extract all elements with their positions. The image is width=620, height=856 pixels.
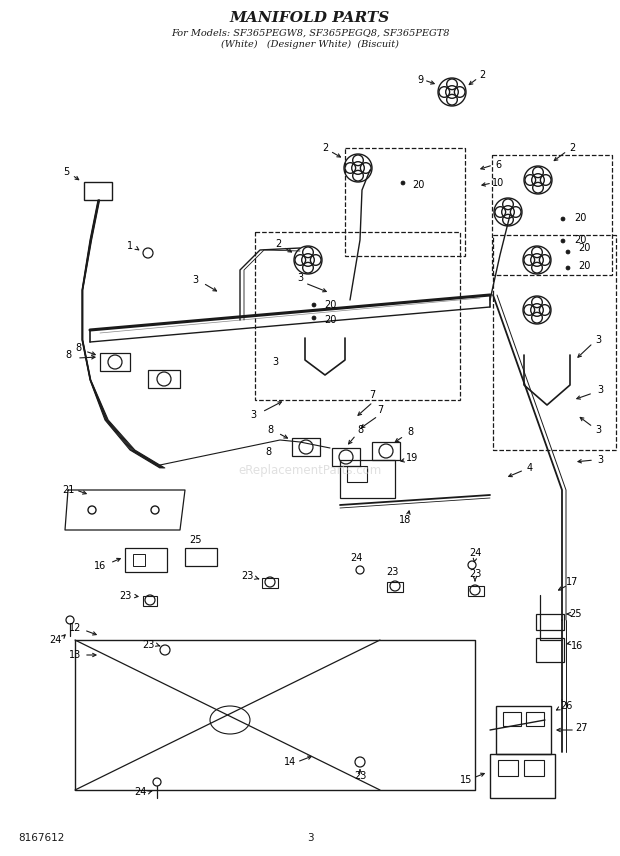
Text: 25: 25: [188, 535, 202, 545]
Text: 24: 24: [49, 635, 61, 645]
Text: 20: 20: [578, 243, 590, 253]
Text: MANIFOLD PARTS: MANIFOLD PARTS: [230, 11, 390, 25]
Bar: [125, 548, 167, 572]
Circle shape: [561, 217, 565, 221]
Text: 24: 24: [134, 787, 146, 797]
Bar: [340, 460, 395, 498]
Text: 14: 14: [284, 757, 296, 767]
Bar: [185, 548, 217, 566]
Circle shape: [401, 181, 405, 185]
Text: 8: 8: [65, 350, 71, 360]
Text: 3: 3: [307, 833, 313, 843]
Bar: [372, 442, 400, 460]
Bar: [492, 155, 612, 275]
Text: 15: 15: [460, 775, 472, 785]
Text: 20: 20: [324, 315, 336, 325]
Text: 7: 7: [369, 390, 375, 400]
Bar: [292, 438, 320, 456]
Text: 20: 20: [574, 235, 586, 245]
Bar: [536, 638, 564, 662]
Text: 9: 9: [417, 75, 423, 85]
Text: 24: 24: [469, 548, 481, 558]
Text: 27: 27: [575, 723, 587, 733]
Bar: [387, 582, 403, 592]
Text: 16: 16: [94, 561, 106, 571]
Text: 3: 3: [597, 455, 603, 465]
Circle shape: [312, 316, 316, 320]
Text: 20: 20: [574, 213, 586, 223]
Circle shape: [566, 266, 570, 270]
Text: 18: 18: [399, 515, 411, 525]
Text: 19: 19: [406, 453, 418, 463]
Text: 20: 20: [412, 180, 424, 190]
Text: 8: 8: [267, 425, 273, 435]
Bar: [498, 760, 518, 776]
Text: 8: 8: [265, 447, 271, 457]
Text: 23: 23: [241, 571, 253, 581]
Text: 3: 3: [272, 357, 278, 367]
Bar: [332, 448, 360, 466]
Text: 3: 3: [597, 385, 603, 395]
Bar: [143, 596, 157, 606]
Text: 3: 3: [595, 335, 601, 345]
Text: 23: 23: [469, 569, 481, 579]
Text: 5: 5: [63, 167, 69, 177]
Text: 23: 23: [386, 567, 398, 577]
Text: 6: 6: [495, 160, 501, 170]
Circle shape: [566, 250, 570, 254]
Text: 10: 10: [492, 178, 504, 188]
Text: 13: 13: [69, 650, 81, 660]
Text: 4: 4: [527, 463, 533, 473]
Text: 26: 26: [560, 701, 572, 711]
Text: 17: 17: [566, 577, 578, 587]
Bar: [345, 148, 465, 256]
Text: For Models: SF365PEGW8, SF365PEGQ8, SF365PEGT8: For Models: SF365PEGW8, SF365PEGQ8, SF36…: [170, 28, 450, 38]
Text: 20: 20: [324, 300, 336, 310]
Text: 8167612: 8167612: [18, 833, 64, 843]
Bar: [524, 760, 544, 776]
Bar: [490, 754, 555, 798]
Text: 2: 2: [322, 143, 328, 153]
Text: 2: 2: [275, 239, 281, 249]
Bar: [133, 554, 145, 566]
Bar: [536, 614, 564, 630]
Text: 23: 23: [119, 591, 131, 601]
Text: 24: 24: [350, 553, 362, 563]
Text: 3: 3: [250, 410, 256, 420]
Text: 21: 21: [62, 485, 74, 495]
Text: 3: 3: [595, 425, 601, 435]
Bar: [148, 370, 180, 388]
Bar: [503, 712, 521, 726]
Bar: [255, 232, 460, 400]
Bar: [262, 578, 278, 588]
Text: (White)   (Designer White)  (Biscuit): (White) (Designer White) (Biscuit): [221, 39, 399, 49]
Text: 2: 2: [479, 70, 485, 80]
Text: 23: 23: [142, 640, 154, 650]
Bar: [468, 586, 484, 596]
Bar: [496, 706, 551, 754]
Text: 20: 20: [578, 261, 590, 271]
Text: 7: 7: [377, 405, 383, 415]
Text: 25: 25: [569, 609, 582, 619]
Bar: [84, 182, 112, 200]
Circle shape: [312, 303, 316, 307]
Bar: [347, 466, 367, 482]
Bar: [493, 235, 616, 450]
Text: 2: 2: [569, 143, 575, 153]
Text: 3: 3: [192, 275, 198, 285]
Text: 3: 3: [297, 273, 303, 283]
Text: 16: 16: [571, 641, 583, 651]
Text: 8: 8: [75, 343, 81, 353]
Text: 12: 12: [69, 623, 81, 633]
Bar: [100, 353, 130, 371]
Text: eReplacementParts.com: eReplacementParts.com: [238, 463, 382, 477]
Text: 23: 23: [354, 771, 366, 781]
Circle shape: [561, 239, 565, 243]
Text: 8: 8: [357, 425, 363, 435]
Bar: [526, 712, 544, 726]
Text: 1: 1: [127, 241, 133, 251]
Text: 8: 8: [407, 427, 413, 437]
